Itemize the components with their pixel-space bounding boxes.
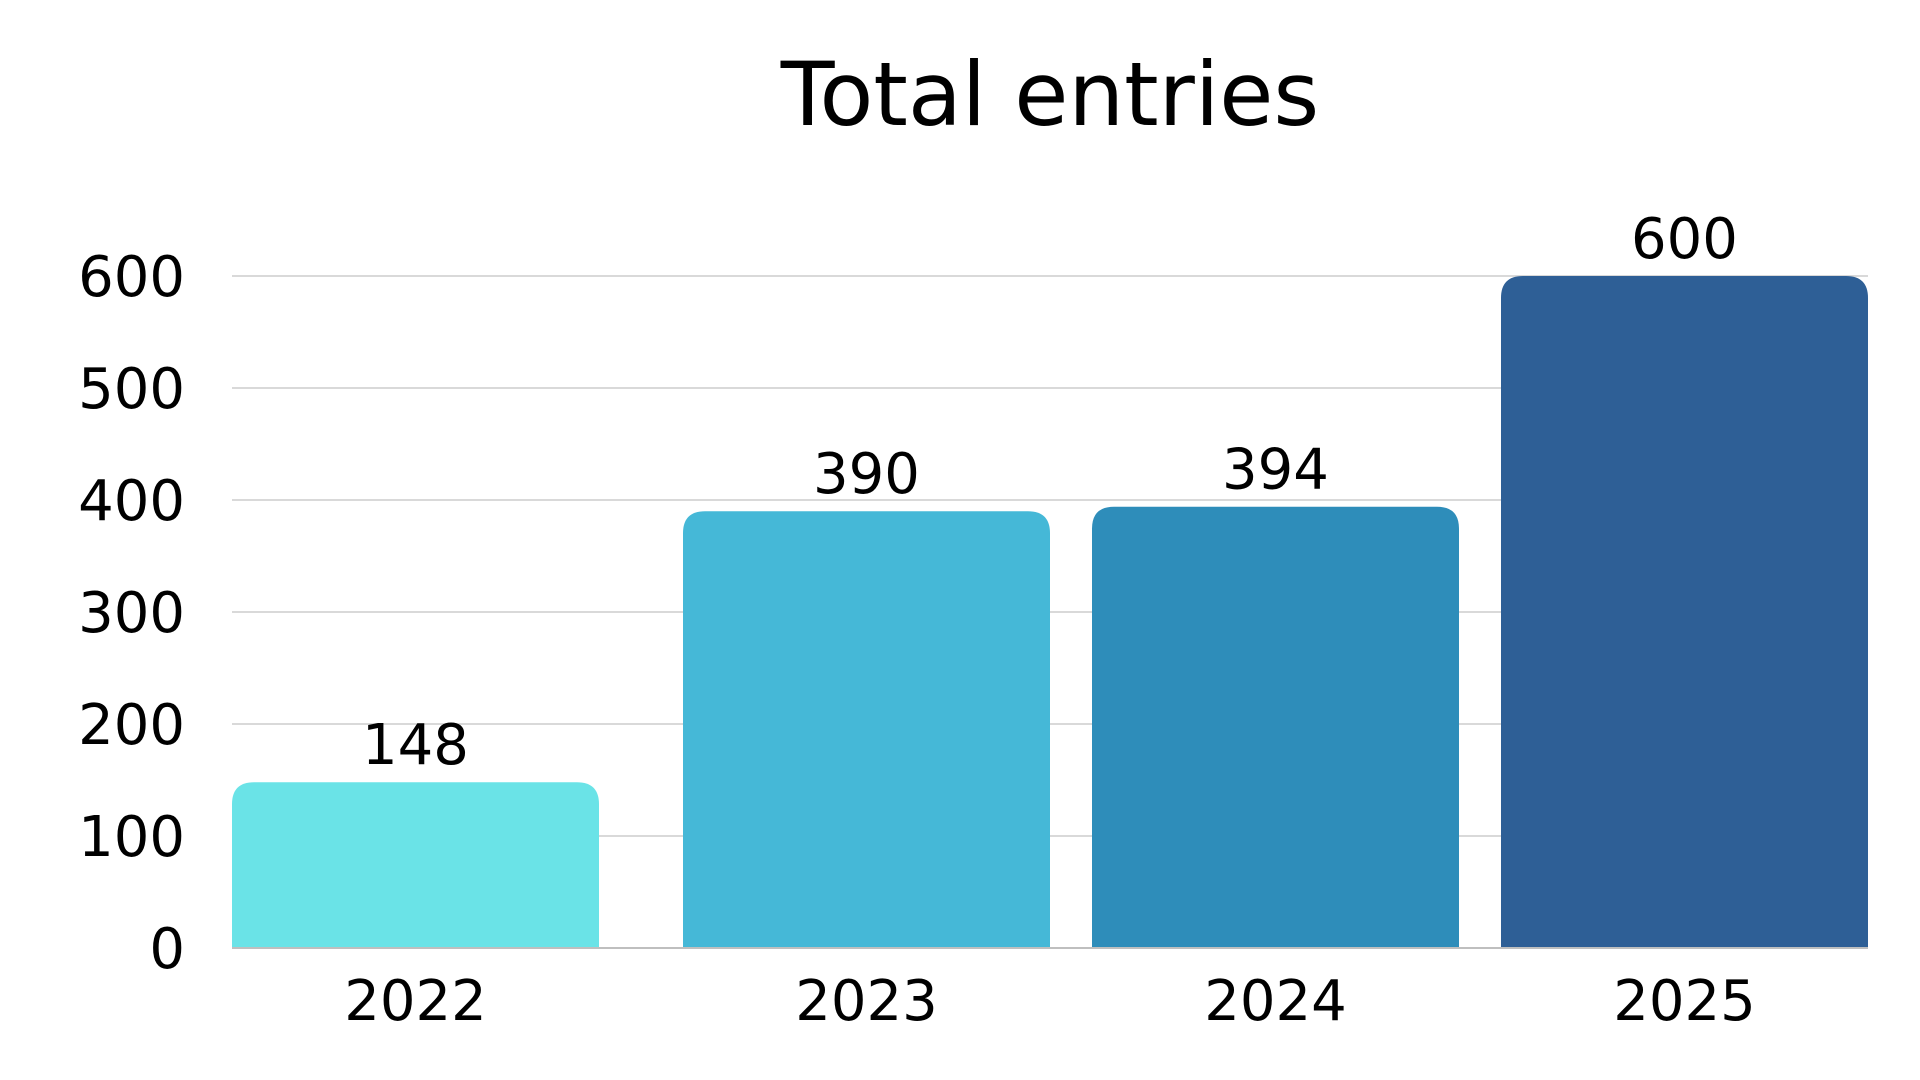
x-axis-ticks: 2022 2023 2024 2025 — [344, 969, 1756, 1034]
x-tick-label-2024: 2024 — [1204, 969, 1347, 1034]
bar-2025 — [1501, 276, 1868, 948]
y-tick-label: 400 — [78, 469, 185, 534]
y-tick-label: 0 — [149, 917, 185, 982]
x-tick-label-2022: 2022 — [344, 969, 487, 1034]
bar-2022 — [232, 782, 599, 948]
y-tick-label: 300 — [78, 581, 185, 646]
y-tick-label: 100 — [78, 805, 185, 870]
data-label-2022: 148 — [362, 713, 469, 778]
x-tick-label-2025: 2025 — [1613, 969, 1756, 1034]
y-tick-label: 600 — [78, 245, 185, 310]
bar-2024 — [1092, 506, 1459, 948]
chart-title: Total entries — [780, 43, 1320, 146]
y-tick-label: 500 — [78, 357, 185, 422]
y-tick-label: 200 — [78, 693, 185, 758]
data-label-2024: 394 — [1222, 438, 1329, 503]
y-axis-ticks: 0 100 200 300 400 500 600 — [78, 245, 185, 982]
data-label-2025: 600 — [1631, 207, 1738, 272]
x-tick-label-2023: 2023 — [795, 969, 938, 1034]
data-labels: 148 390 394 600 — [362, 207, 1738, 778]
bar-2023 — [683, 511, 1050, 948]
bars — [232, 276, 1868, 948]
data-label-2023: 390 — [813, 442, 920, 507]
